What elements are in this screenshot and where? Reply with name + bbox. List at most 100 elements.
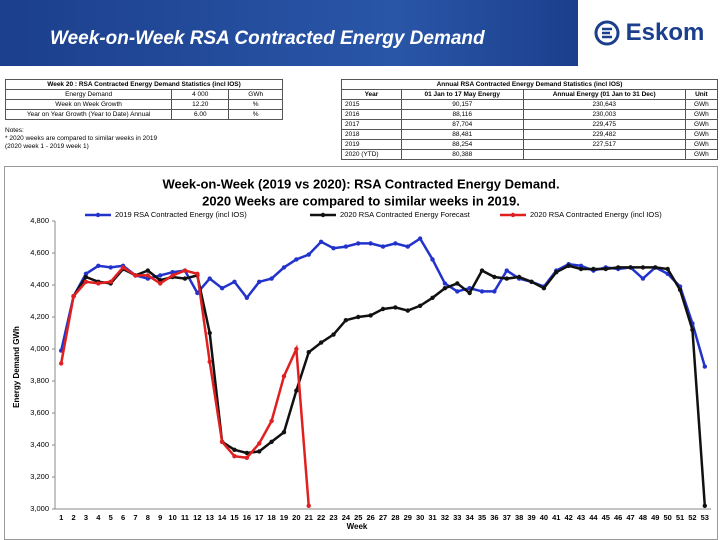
x-tick-label: 3 xyxy=(84,513,88,522)
week-stats-table: Week 20 : RSA Contracted Energy Demand S… xyxy=(4,79,283,120)
table-header: Annual Energy (01 Jan to 31 Dec) xyxy=(522,89,686,100)
y-tick-label: 4,800 xyxy=(30,216,49,225)
legend-marker xyxy=(510,212,516,218)
data-point xyxy=(417,236,423,241)
data-point xyxy=(615,265,621,270)
table-cell: 6.00 xyxy=(171,109,230,120)
data-point xyxy=(368,241,373,246)
table-cell: 229,482 xyxy=(522,129,686,140)
data-point xyxy=(145,273,151,278)
data-point xyxy=(442,286,448,291)
y-tick-label: 4,200 xyxy=(30,312,49,321)
x-tick-label: 13 xyxy=(206,513,214,522)
data-point xyxy=(529,279,534,284)
data-point xyxy=(393,305,398,310)
x-tick-label: 23 xyxy=(329,513,337,522)
table-cell: GWh xyxy=(684,99,719,110)
x-tick-label: 27 xyxy=(379,513,387,522)
data-point xyxy=(281,265,287,270)
logo[interactable]: Eskom xyxy=(578,0,720,66)
data-point xyxy=(318,239,324,244)
table-cell: Energy Demand xyxy=(4,89,173,100)
data-point xyxy=(207,330,212,336)
x-tick-label: 51 xyxy=(676,513,684,522)
table-cell: 12.20 xyxy=(171,99,230,110)
data-point xyxy=(665,266,670,272)
x-tick-label: 44 xyxy=(589,513,598,522)
table-title: Annual RSA Contracted Energy Demand Stat… xyxy=(341,79,718,90)
data-point xyxy=(219,286,225,291)
table-cell: 87,704 xyxy=(400,119,524,130)
x-tick-label: 41 xyxy=(552,513,560,522)
table-row: Week on Week Growth 12.20% xyxy=(4,99,283,110)
x-tick-label: 26 xyxy=(366,513,374,522)
x-tick-label: 22 xyxy=(317,513,325,522)
table-cell: 230,003 xyxy=(522,109,686,120)
x-tick-label: 1 xyxy=(59,513,63,522)
x-tick-label: 25 xyxy=(354,513,362,522)
note: (2020 week 1 - 2019 week 1) xyxy=(5,143,89,150)
table-header: 01 Jan to 17 May Energy xyxy=(400,89,524,100)
data-point xyxy=(504,268,509,273)
data-point xyxy=(257,441,262,446)
data-point xyxy=(83,274,89,280)
x-tick-label: 32 xyxy=(441,513,449,522)
table-row: 2017 87,704 229,475 GWh xyxy=(341,119,719,130)
data-point xyxy=(640,276,646,281)
data-point xyxy=(207,276,212,281)
table-cell xyxy=(522,149,686,160)
table-cell: 230,643 xyxy=(522,99,686,110)
note: Notes: xyxy=(5,127,24,134)
legend-marker xyxy=(95,212,101,218)
data-point xyxy=(71,294,76,299)
y-tick-label: 4,000 xyxy=(30,344,49,353)
x-tick-label: 38 xyxy=(515,513,523,522)
data-point xyxy=(380,244,386,249)
table-cell: GWh xyxy=(684,109,719,120)
y-axis-label: Energy Demand GWh xyxy=(12,326,21,408)
data-point xyxy=(281,374,287,379)
table-cell: 2017 xyxy=(341,119,402,130)
chart-subtitle: 2020 Weeks are compared to similar weeks… xyxy=(202,193,520,208)
data-point xyxy=(492,289,497,294)
data-point xyxy=(492,274,497,280)
table-row: Year on Year Growth (Year to Date) Annua… xyxy=(4,109,283,120)
x-tick-label: 19 xyxy=(280,513,288,522)
table-cell: 227,517 xyxy=(522,139,686,150)
x-tick-label: 50 xyxy=(664,513,672,522)
chart: Week-on-Week (2019 vs 2020): RSA Contrac… xyxy=(4,166,718,540)
data-point xyxy=(318,340,324,345)
x-axis-label: Week xyxy=(347,522,368,531)
data-point xyxy=(195,271,200,276)
x-tick-label: 34 xyxy=(465,513,474,522)
x-tick-label: 15 xyxy=(230,513,238,522)
table-cell: 2016 xyxy=(341,109,402,120)
series-line xyxy=(72,264,707,506)
data-point xyxy=(677,287,683,292)
data-point xyxy=(108,279,113,284)
table-title: Week 20 : RSA Contracted Energy Demand S… xyxy=(5,79,283,90)
table-cell: 90,157 xyxy=(400,99,524,110)
table-cell: Year on Year Growth (Year to Date) Annua… xyxy=(4,109,173,120)
data-point xyxy=(430,295,435,300)
x-tick-label: 5 xyxy=(109,513,113,522)
table-cell: Week on Week Growth xyxy=(4,99,173,110)
x-tick-label: 47 xyxy=(626,513,634,522)
data-point xyxy=(158,281,163,286)
x-tick-label: 14 xyxy=(218,513,227,522)
data-point xyxy=(96,263,101,268)
x-tick-label: 52 xyxy=(688,513,696,522)
x-tick-label: 37 xyxy=(503,513,511,522)
data-point xyxy=(591,266,596,272)
x-tick-label: 46 xyxy=(614,513,622,522)
y-tick-label: 3,200 xyxy=(30,472,49,481)
data-point xyxy=(133,273,138,278)
data-point xyxy=(343,244,349,249)
x-tick-label: 11 xyxy=(181,513,189,522)
y-tick-label: 3,400 xyxy=(30,440,49,449)
data-point xyxy=(170,270,175,275)
data-point xyxy=(554,270,559,275)
x-tick-label: 49 xyxy=(651,513,659,522)
data-point xyxy=(603,266,608,272)
data-point xyxy=(96,281,101,286)
